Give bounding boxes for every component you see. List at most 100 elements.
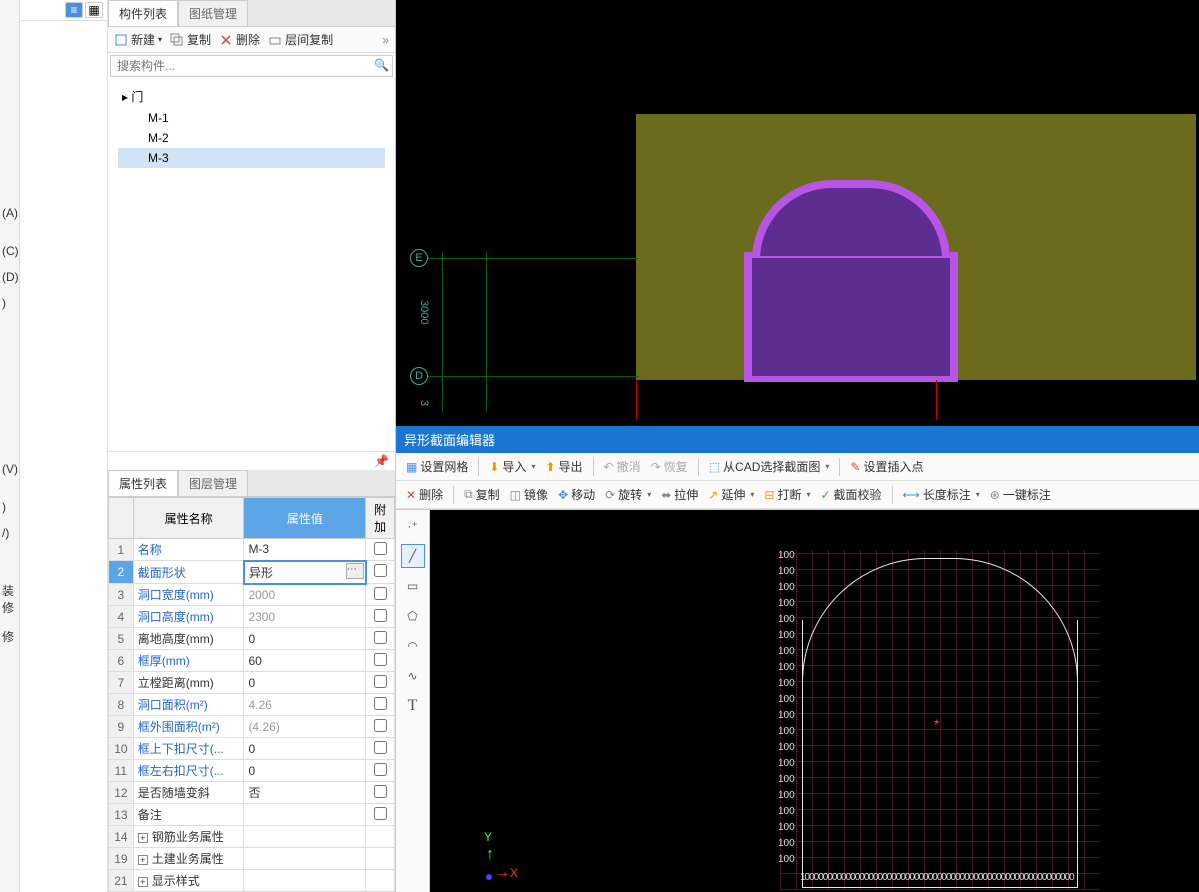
expand-icon[interactable]: +: [138, 855, 148, 865]
property-value[interactable]: 异形⋯: [244, 561, 366, 584]
property-row[interactable]: 9框外围面积(m²)(4.26): [109, 716, 395, 738]
property-value[interactable]: 0: [244, 672, 366, 694]
property-value[interactable]: 4.26: [244, 694, 366, 716]
mirror-button[interactable]: ◫ 镜像: [506, 484, 552, 505]
property-row[interactable]: 13备注: [109, 804, 395, 826]
property-row[interactable]: 21+显示样式: [109, 870, 395, 892]
set-insert-point-button[interactable]: ✎ 设置插入点: [846, 456, 927, 477]
rail-item[interactable]: ): [0, 494, 19, 520]
draw-spline-tool[interactable]: ∿: [401, 664, 425, 688]
tree-item-m2[interactable]: M-2: [118, 128, 385, 148]
tree-item-m1[interactable]: M-1: [118, 108, 385, 128]
extra-checkbox[interactable]: [374, 609, 387, 622]
extra-checkbox[interactable]: [374, 719, 387, 732]
draw-line-tool[interactable]: ╱: [401, 544, 425, 568]
extend-button[interactable]: ↗ 延伸: [704, 484, 758, 505]
rail-item[interactable]: [0, 226, 19, 238]
stretch-button[interactable]: ⬌ 拉伸: [657, 484, 702, 505]
rail-item[interactable]: [0, 482, 19, 494]
property-value[interactable]: 2300: [244, 606, 366, 628]
editor-copy-button[interactable]: ⧉ 复制: [460, 484, 504, 505]
tab-property-list[interactable]: 属性列表: [108, 470, 178, 496]
import-button[interactable]: ⬇ 导入: [485, 456, 539, 477]
section-editor-canvas[interactable]: 1001001001001001001001001001001001001001…: [430, 510, 1199, 892]
prop-header-value[interactable]: 属性值: [244, 498, 366, 539]
search-icon[interactable]: 🔍: [374, 58, 389, 72]
search-input[interactable]: [110, 55, 393, 77]
property-value[interactable]: [244, 804, 366, 826]
property-value[interactable]: [244, 848, 366, 870]
property-row[interactable]: 12是否随墙变斜否: [109, 782, 395, 804]
rail-item[interactable]: (V): [0, 456, 19, 482]
property-row[interactable]: 10框上下扣尺寸(...0: [109, 738, 395, 760]
rail-item[interactable]: (A): [0, 200, 19, 226]
property-value[interactable]: (4.26): [244, 716, 366, 738]
new-button[interactable]: 新建▾: [114, 31, 162, 48]
draw-arc-tool[interactable]: ◠: [401, 634, 425, 658]
extra-checkbox[interactable]: [374, 697, 387, 710]
draw-polygon-tool[interactable]: ⬠: [401, 604, 425, 628]
delete-button[interactable]: 删除: [219, 31, 260, 48]
property-row[interactable]: 2截面形状异形⋯: [109, 561, 395, 584]
property-value[interactable]: 0: [244, 738, 366, 760]
copy-button[interactable]: 复制: [170, 31, 211, 48]
move-button[interactable]: ✥ 移动: [554, 484, 599, 505]
draw-rect-tool[interactable]: ▭: [401, 574, 425, 598]
draw-point-tool[interactable]: ·⁺: [401, 514, 425, 538]
extra-checkbox[interactable]: [374, 763, 387, 776]
extra-checkbox[interactable]: [374, 675, 387, 688]
property-row[interactable]: 14+钢筋业务属性: [109, 826, 395, 848]
property-row[interactable]: 8洞口面积(m²)4.26: [109, 694, 395, 716]
set-grid-button[interactable]: ▦ 设置网格: [402, 456, 472, 477]
export-button[interactable]: ⬆ 导出: [541, 456, 586, 477]
tab-drawing-mgmt[interactable]: 图纸管理: [178, 0, 248, 26]
break-button[interactable]: ⊟ 打断: [760, 484, 814, 505]
toolbar-overflow-icon[interactable]: »: [382, 33, 389, 47]
property-row[interactable]: 6框厚(mm)60: [109, 650, 395, 672]
property-value[interactable]: 2000: [244, 584, 366, 606]
section-check-button[interactable]: ✓ 截面校验: [816, 484, 885, 505]
tree-root-door[interactable]: ▸ 门: [118, 85, 385, 108]
property-value[interactable]: [244, 826, 366, 848]
property-value[interactable]: 60: [244, 650, 366, 672]
rail-item[interactable]: 修: [0, 622, 19, 651]
property-value[interactable]: M-3: [244, 539, 366, 561]
extra-checkbox[interactable]: [374, 587, 387, 600]
property-row[interactable]: 7立樘距离(mm)0: [109, 672, 395, 694]
ellipsis-button[interactable]: ⋯: [346, 563, 364, 579]
property-row[interactable]: 5离地高度(mm)0: [109, 628, 395, 650]
property-row[interactable]: 4洞口高度(mm)2300: [109, 606, 395, 628]
property-value[interactable]: 0: [244, 628, 366, 650]
extra-checkbox[interactable]: [374, 785, 387, 798]
view-mode-grid-icon[interactable]: ▦: [85, 2, 103, 18]
auto-dim-button[interactable]: ⊛ 一键标注: [986, 484, 1055, 505]
property-value[interactable]: [244, 870, 366, 892]
rail-item[interactable]: (C): [0, 238, 19, 264]
property-row[interactable]: 11框左右扣尺寸(...0: [109, 760, 395, 782]
rotate-button[interactable]: ⟳ 旋转: [601, 484, 655, 505]
extra-checkbox[interactable]: [374, 807, 387, 820]
rail-item[interactable]: ): [0, 290, 19, 316]
undo-button[interactable]: ↶ 撤消: [600, 456, 645, 477]
cad-select-button[interactable]: ⬚ 从CAD选择截面图: [705, 456, 834, 477]
expand-icon[interactable]: +: [138, 833, 148, 843]
extra-checkbox[interactable]: [374, 564, 387, 577]
tab-component-list[interactable]: 构件列表: [108, 0, 178, 26]
property-value[interactable]: 0: [244, 760, 366, 782]
floor-copy-button[interactable]: 层间复制: [268, 31, 333, 48]
property-row[interactable]: 3洞口宽度(mm)2000: [109, 584, 395, 606]
property-row[interactable]: 19+土建业务属性: [109, 848, 395, 870]
redo-button[interactable]: ↷ 恢复: [647, 456, 692, 477]
view-mode-list-icon[interactable]: ≡: [65, 2, 83, 18]
rail-item[interactable]: (D): [0, 264, 19, 290]
expand-icon[interactable]: +: [138, 877, 148, 887]
pin-icon[interactable]: 📌: [374, 454, 389, 468]
draw-text-tool[interactable]: T: [401, 694, 425, 718]
rail-item[interactable]: 装修: [0, 576, 19, 622]
extra-checkbox[interactable]: [374, 542, 387, 555]
length-dim-button[interactable]: ⟷ 长度标注: [899, 484, 984, 505]
property-value[interactable]: 否: [244, 782, 366, 804]
property-row[interactable]: 1名称M-3: [109, 539, 395, 561]
extra-checkbox[interactable]: [374, 741, 387, 754]
editor-delete-button[interactable]: ✕ 删除: [402, 484, 447, 505]
